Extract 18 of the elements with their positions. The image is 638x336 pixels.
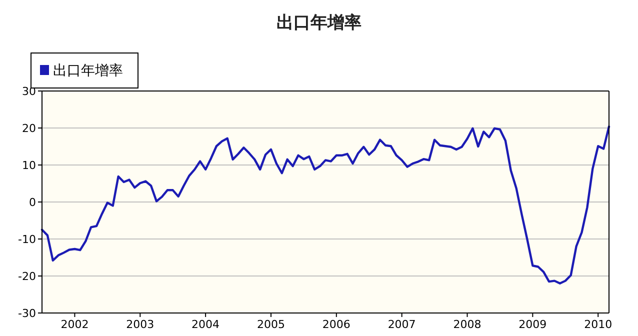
y-tick-label: -30 bbox=[18, 307, 36, 320]
x-tick-label: 2002 bbox=[60, 318, 89, 331]
y-tick-label: -20 bbox=[18, 270, 36, 283]
chart-title: 出口年增率 bbox=[276, 13, 362, 33]
y-tick-label: 20 bbox=[22, 122, 36, 135]
y-tick-label: 0 bbox=[29, 196, 36, 209]
legend: 出口年增率 bbox=[30, 52, 138, 88]
x-tick-label: 2007 bbox=[388, 318, 416, 331]
y-tick-label: 10 bbox=[22, 159, 36, 172]
x-tick-label: 2006 bbox=[322, 318, 350, 331]
x-tick-label: 2009 bbox=[518, 318, 547, 331]
x-tick-label: 2005 bbox=[256, 318, 285, 331]
legend-label: 出口年增率 bbox=[53, 63, 123, 79]
x-tick-label: 2003 bbox=[126, 318, 154, 331]
x-tick-label: 2008 bbox=[453, 318, 482, 331]
x-tick-label: 2010 bbox=[584, 318, 612, 331]
y-tick-label: -10 bbox=[18, 233, 36, 246]
x-tick-label: 2004 bbox=[192, 318, 220, 331]
